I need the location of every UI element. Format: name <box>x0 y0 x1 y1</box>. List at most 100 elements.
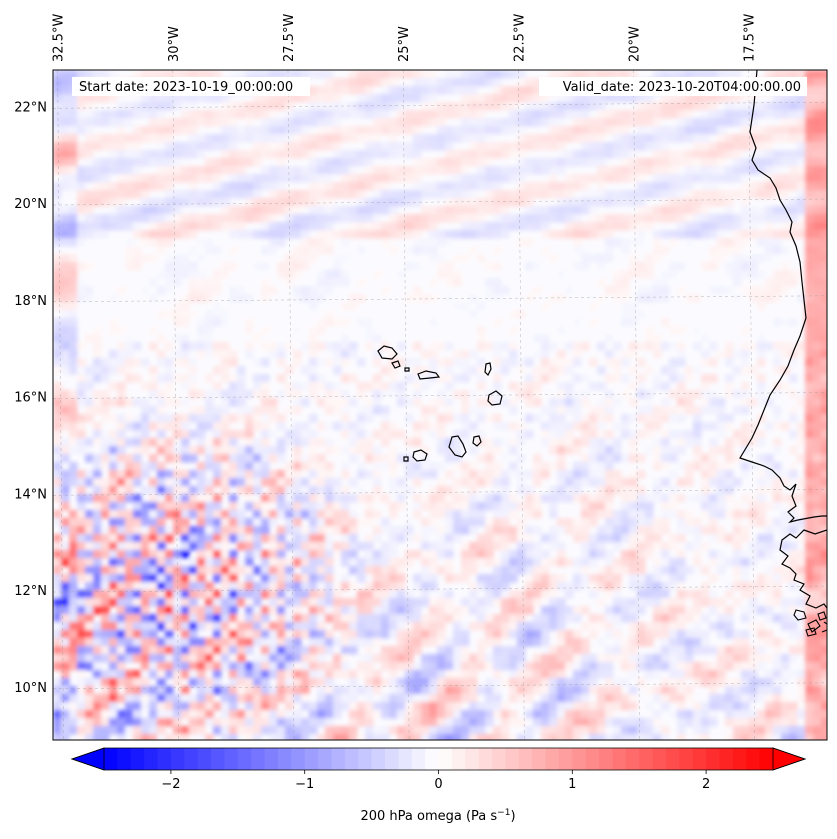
sao-vicente-island <box>391 360 401 369</box>
colorbar-bin <box>371 748 386 770</box>
colorbar-bin <box>612 748 627 770</box>
meridian-line <box>518 70 525 740</box>
colorbar-bin <box>438 748 453 770</box>
colorbar-bin <box>679 748 694 770</box>
colorbar-bin <box>358 748 373 770</box>
lon-tick-label: 25°W <box>397 26 412 62</box>
lat-tick-label: 20°N <box>14 197 47 212</box>
colorbar-bin <box>652 748 667 770</box>
colorbar-bin <box>518 748 533 770</box>
coastlines <box>377 70 827 637</box>
sal-island <box>484 362 492 377</box>
graticule-lines <box>53 70 827 740</box>
colorbar-bin <box>117 748 132 770</box>
colorbar-bin <box>532 748 547 770</box>
meridian-line <box>402 70 410 740</box>
sao-nicolau-island <box>417 370 441 380</box>
longitude-tick-labels: 32.5°W 30°W 27.5°W 25°W 22.5°W 20°W 17.5°W <box>52 14 758 62</box>
colorbar-bin <box>465 748 480 770</box>
lat-tick-label: 22°N <box>14 100 47 115</box>
colorbar-bin <box>411 748 426 770</box>
lon-tick-label: 22.5°W <box>512 14 527 62</box>
colorbar-bin <box>291 748 306 770</box>
colorbar-bin <box>706 748 720 770</box>
lat-tick-label: 14°N <box>14 487 47 502</box>
start-date-annotation: Start date: 2023-10-19_00:00:00 <box>72 77 310 96</box>
colorbar-bin <box>425 748 439 770</box>
bissagos-islands <box>793 609 827 637</box>
lon-tick-label: 30°W <box>167 26 182 62</box>
santa-luzia-island <box>404 367 410 372</box>
colorbar-bin <box>732 748 747 770</box>
map-axes: Start date: 2023-10-19_00:00:00 Valid_da… <box>14 14 828 741</box>
lon-tick-label: 17.5°W <box>743 14 758 62</box>
colorbar-extend-min <box>70 747 105 771</box>
lat-tick-label: 16°N <box>14 391 47 406</box>
boa-vista-island <box>487 390 503 406</box>
maio-island <box>472 435 482 447</box>
colorbar-bin <box>304 748 319 770</box>
colorbar-bin <box>224 748 239 770</box>
colorbar-bin <box>104 748 118 770</box>
colorbar-tick-label: −2 <box>161 777 180 792</box>
meridian-line <box>57 70 64 740</box>
colorbar-tick-label: −1 <box>295 777 314 792</box>
colorbar-bin <box>344 748 359 770</box>
colorbar-bin <box>759 748 774 770</box>
colorbar-bin <box>237 748 252 770</box>
meridian-line <box>287 70 295 740</box>
santo-antao-island <box>377 345 398 360</box>
colorbar-bin <box>451 748 466 770</box>
colorbar-bin <box>625 748 640 770</box>
colorbar-bins <box>104 748 774 770</box>
colorbar-bin <box>398 748 413 770</box>
lat-tick-label: 10°N <box>14 681 47 696</box>
colorbar-bin <box>318 748 332 770</box>
meridian-line <box>172 70 180 740</box>
lon-tick-label: 27.5°W <box>282 14 297 62</box>
colorbar-bin <box>572 748 587 770</box>
lat-tick-label: 12°N <box>14 584 47 599</box>
colorbar-bin <box>505 748 520 770</box>
brava-island <box>403 456 409 462</box>
colorbar-bin <box>331 748 346 770</box>
colorbar-bin <box>746 748 761 770</box>
colorbar-bin <box>478 748 493 770</box>
colorbar-tick-label: 2 <box>702 777 710 792</box>
valid-date-annotation: Valid_date: 2023-10-20T04:00:00.00 <box>539 77 807 96</box>
lon-tick-label: 32.5°W <box>52 14 67 62</box>
colorbar-bin <box>197 748 212 770</box>
start-date-label: Start date: 2023-10-19_00:00:00 <box>79 80 293 95</box>
colorbar-extend-max <box>772 747 807 771</box>
colorbar-bin <box>639 748 654 770</box>
colorbar-bin <box>558 748 573 770</box>
lat-tick-label: 18°N <box>14 294 47 309</box>
valid-date-label: Valid_date: 2023-10-20T04:00:00.00 <box>563 80 801 95</box>
colorbar-bin <box>384 748 399 770</box>
colorbar-bin <box>211 748 225 770</box>
colorbar-bin <box>157 748 172 770</box>
colorbar-bin <box>277 748 292 770</box>
colorbar-outline <box>70 747 807 771</box>
colorbar-label: 200 hPa omega (Pa s−1) <box>360 808 515 824</box>
west-africa-coastline <box>739 70 827 524</box>
colorbar-bin <box>599 748 613 770</box>
colorbar-bin <box>665 748 680 770</box>
colorbar-bin <box>251 748 266 770</box>
meridian-line <box>748 70 755 740</box>
colorbar-tick-label: 0 <box>434 777 442 792</box>
colorbar-bin <box>585 748 600 770</box>
colorbar-bin <box>545 748 560 770</box>
colorbar: −2 −1 0 1 2 200 hPa omega (Pa s−1) <box>70 747 807 824</box>
colorbar-bin <box>184 748 199 770</box>
santiago-island <box>448 435 467 458</box>
colorbar-bin <box>264 748 279 770</box>
colorbar-bin <box>492 748 506 770</box>
colorbar-bin <box>170 748 185 770</box>
meridian-line <box>633 70 640 740</box>
colorbar-tick-label: 1 <box>568 777 576 792</box>
latitude-tick-labels: 22°N 20°N 18°N 16°N 14°N 12°N 10°N <box>14 100 47 696</box>
colorbar-bin <box>144 748 159 770</box>
colorbar-bin <box>130 748 145 770</box>
